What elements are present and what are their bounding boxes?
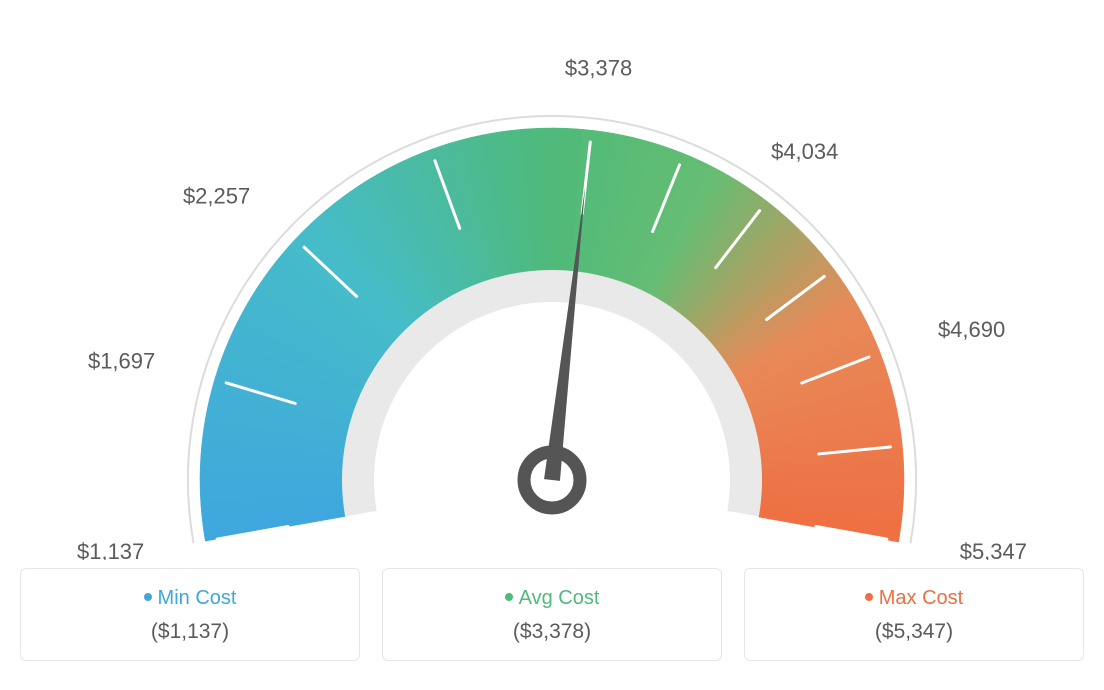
legend-label-avg: Avg Cost	[519, 587, 600, 609]
gauge-tick-label: $2,257	[183, 184, 250, 209]
gauge-tick-label: $1,137	[77, 539, 144, 560]
gauge-chart: $1,137 $1,697 $2,257 $3,378 $4,034 $4,690 $5,3…	[20, 20, 1084, 560]
legend-dot-avg	[505, 593, 513, 601]
legend-title-min: Min Cost	[31, 587, 349, 610]
gauge-tick-label: $4,690	[938, 317, 1005, 342]
legend-card-min: Min Cost ($1,137)	[20, 568, 360, 661]
legend-row: Min Cost ($1,137) Avg Cost ($3,378) Max …	[20, 568, 1084, 661]
legend-title-avg: Avg Cost	[393, 587, 711, 610]
chart-container: $1,137 $1,697 $2,257 $3,378 $4,034 $4,690 $5,3…	[20, 20, 1084, 661]
legend-card-avg: Avg Cost ($3,378)	[382, 568, 722, 661]
legend-value-avg: ($3,378)	[393, 620, 711, 644]
legend-card-max: Max Cost ($5,347)	[744, 568, 1084, 661]
legend-title-max: Max Cost	[755, 587, 1073, 610]
gauge-tick-label: $1,697	[88, 349, 155, 374]
legend-value-min: ($1,137)	[31, 620, 349, 644]
legend-label-max: Max Cost	[879, 587, 963, 609]
gauge-tick-label: $4,034	[771, 139, 838, 164]
legend-dot-min	[144, 593, 152, 601]
legend-label-min: Min Cost	[158, 587, 237, 609]
legend-value-max: ($5,347)	[755, 620, 1073, 644]
gauge-tick-label: $3,378	[565, 56, 632, 81]
gauge-tick-label: $5,347	[960, 539, 1027, 560]
legend-dot-max	[865, 593, 873, 601]
gauge-svg: $1,137 $1,697 $2,257 $3,378 $4,034 $4,690 $5,3…	[20, 20, 1084, 560]
